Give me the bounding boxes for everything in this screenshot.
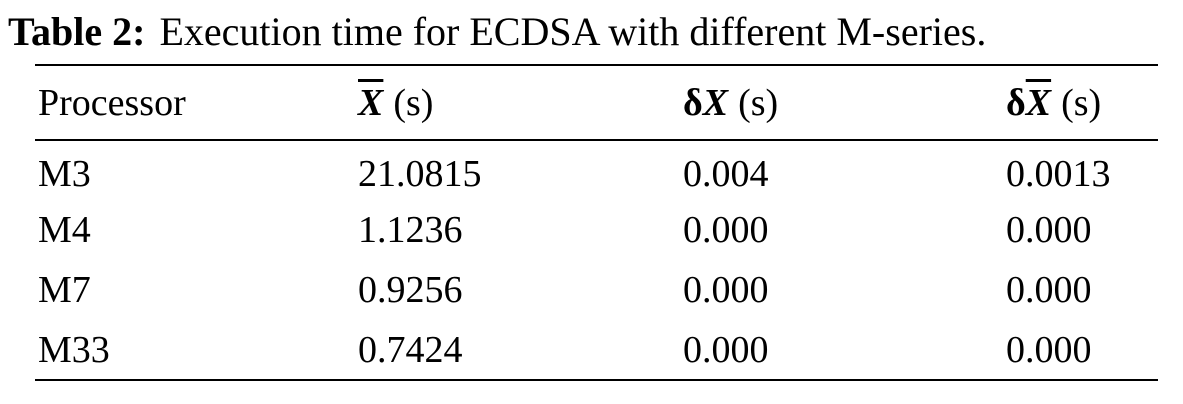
table-cell: 1.1236 <box>358 209 463 251</box>
header-prefix: δ <box>683 81 703 124</box>
header-unit: (s) <box>1061 81 1102 124</box>
table-cell: 0.7424 <box>358 328 463 371</box>
header-symbol: X <box>358 81 384 124</box>
table-cell: 0.000 <box>1006 209 1092 251</box>
row-label: M3 <box>38 152 91 195</box>
header-cell: δX (s) <box>680 65 1003 140</box>
table-cell: 0.000 <box>683 269 769 311</box>
table-cell: 0.000 <box>1006 328 1092 371</box>
row-label: M4 <box>38 209 91 251</box>
caption: Table 2: Execution time for ECDSA with di… <box>8 8 986 55</box>
table-row: M3 21.0815 0.004 0.0013 <box>35 140 1158 200</box>
table-cell: 0.0013 <box>1006 152 1111 195</box>
header-prefix: δ <box>1006 81 1026 124</box>
header-row: Processor X (s) δX (s) δX (s) <box>35 65 1158 140</box>
table-cell: 0.004 <box>683 152 769 195</box>
header-unit: (s) <box>393 81 434 124</box>
header-cell: Processor <box>35 65 355 140</box>
table-row: M33 0.7424 0.000 0.000 <box>35 320 1158 380</box>
table-row: M7 0.9256 0.000 0.000 <box>35 260 1158 320</box>
table-cell: 0.000 <box>683 209 769 251</box>
table: Processor X (s) δX (s) δX (s) M3 21.0815 0.004 0.… <box>35 64 1158 381</box>
header-symbol: X <box>702 81 729 124</box>
table-cell: 21.0815 <box>358 152 482 195</box>
table-cell: 0.000 <box>1006 269 1092 311</box>
table-header: Processor X (s) δX (s) δX (s) <box>35 65 1158 140</box>
header-cell: X (s) <box>355 65 680 140</box>
table-cell: 0.9256 <box>358 269 463 311</box>
header-unit: (s) <box>738 81 779 124</box>
table-body: M3 21.0815 0.004 0.0013 M4 1.1236 0.000 0.000 M7… <box>35 140 1158 380</box>
caption-text: Execution time for ECDSA with different … <box>159 9 987 54</box>
row-label: M7 <box>38 269 91 311</box>
table-row: M4 1.1236 0.000 0.000 <box>35 200 1158 260</box>
row-label: M33 <box>38 328 110 371</box>
header-cell: δX (s) <box>1003 65 1158 140</box>
header-text: Processor <box>38 81 186 124</box>
caption-label: Table 2: <box>8 9 146 54</box>
table-cell: 0.000 <box>683 328 769 371</box>
header-symbol: X <box>1025 81 1052 124</box>
